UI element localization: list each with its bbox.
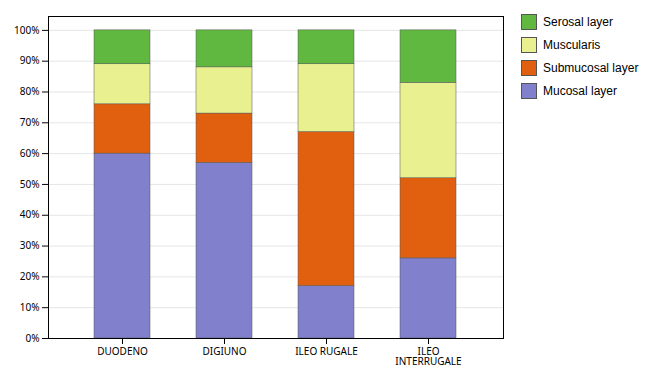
svg-text:50%: 50% (20, 177, 40, 191)
svg-text:ILEOINTERRUGALE: ILEOINTERRUGALE (395, 344, 461, 368)
svg-text:80%: 80% (20, 84, 40, 98)
svg-text:ILEO RUGALE: ILEO RUGALE (295, 344, 358, 358)
svg-text:DIGIUNO: DIGIUNO (202, 344, 246, 358)
svg-text:20%: 20% (20, 269, 40, 283)
svg-text:90%: 90% (20, 53, 40, 67)
svg-text:70%: 70% (20, 115, 40, 129)
html-text:Serosal layer: Serosal layer (543, 15, 613, 29)
svg-text:0%: 0% (25, 331, 39, 345)
svg-text:40%: 40% (20, 207, 40, 221)
svg-text:30%: 30% (20, 238, 40, 252)
html-text:Muscularis: Muscularis (543, 38, 601, 52)
html-text:Mucosal layer: Mucosal layer (543, 84, 617, 98)
svg-text:DUODENO: DUODENO (97, 344, 148, 358)
svg-text:100%: 100% (14, 23, 39, 37)
svg-text:60%: 60% (20, 146, 40, 160)
html-text:Submucosal layer: Submucosal layer (543, 61, 639, 75)
svg-text:10%: 10% (20, 300, 40, 314)
